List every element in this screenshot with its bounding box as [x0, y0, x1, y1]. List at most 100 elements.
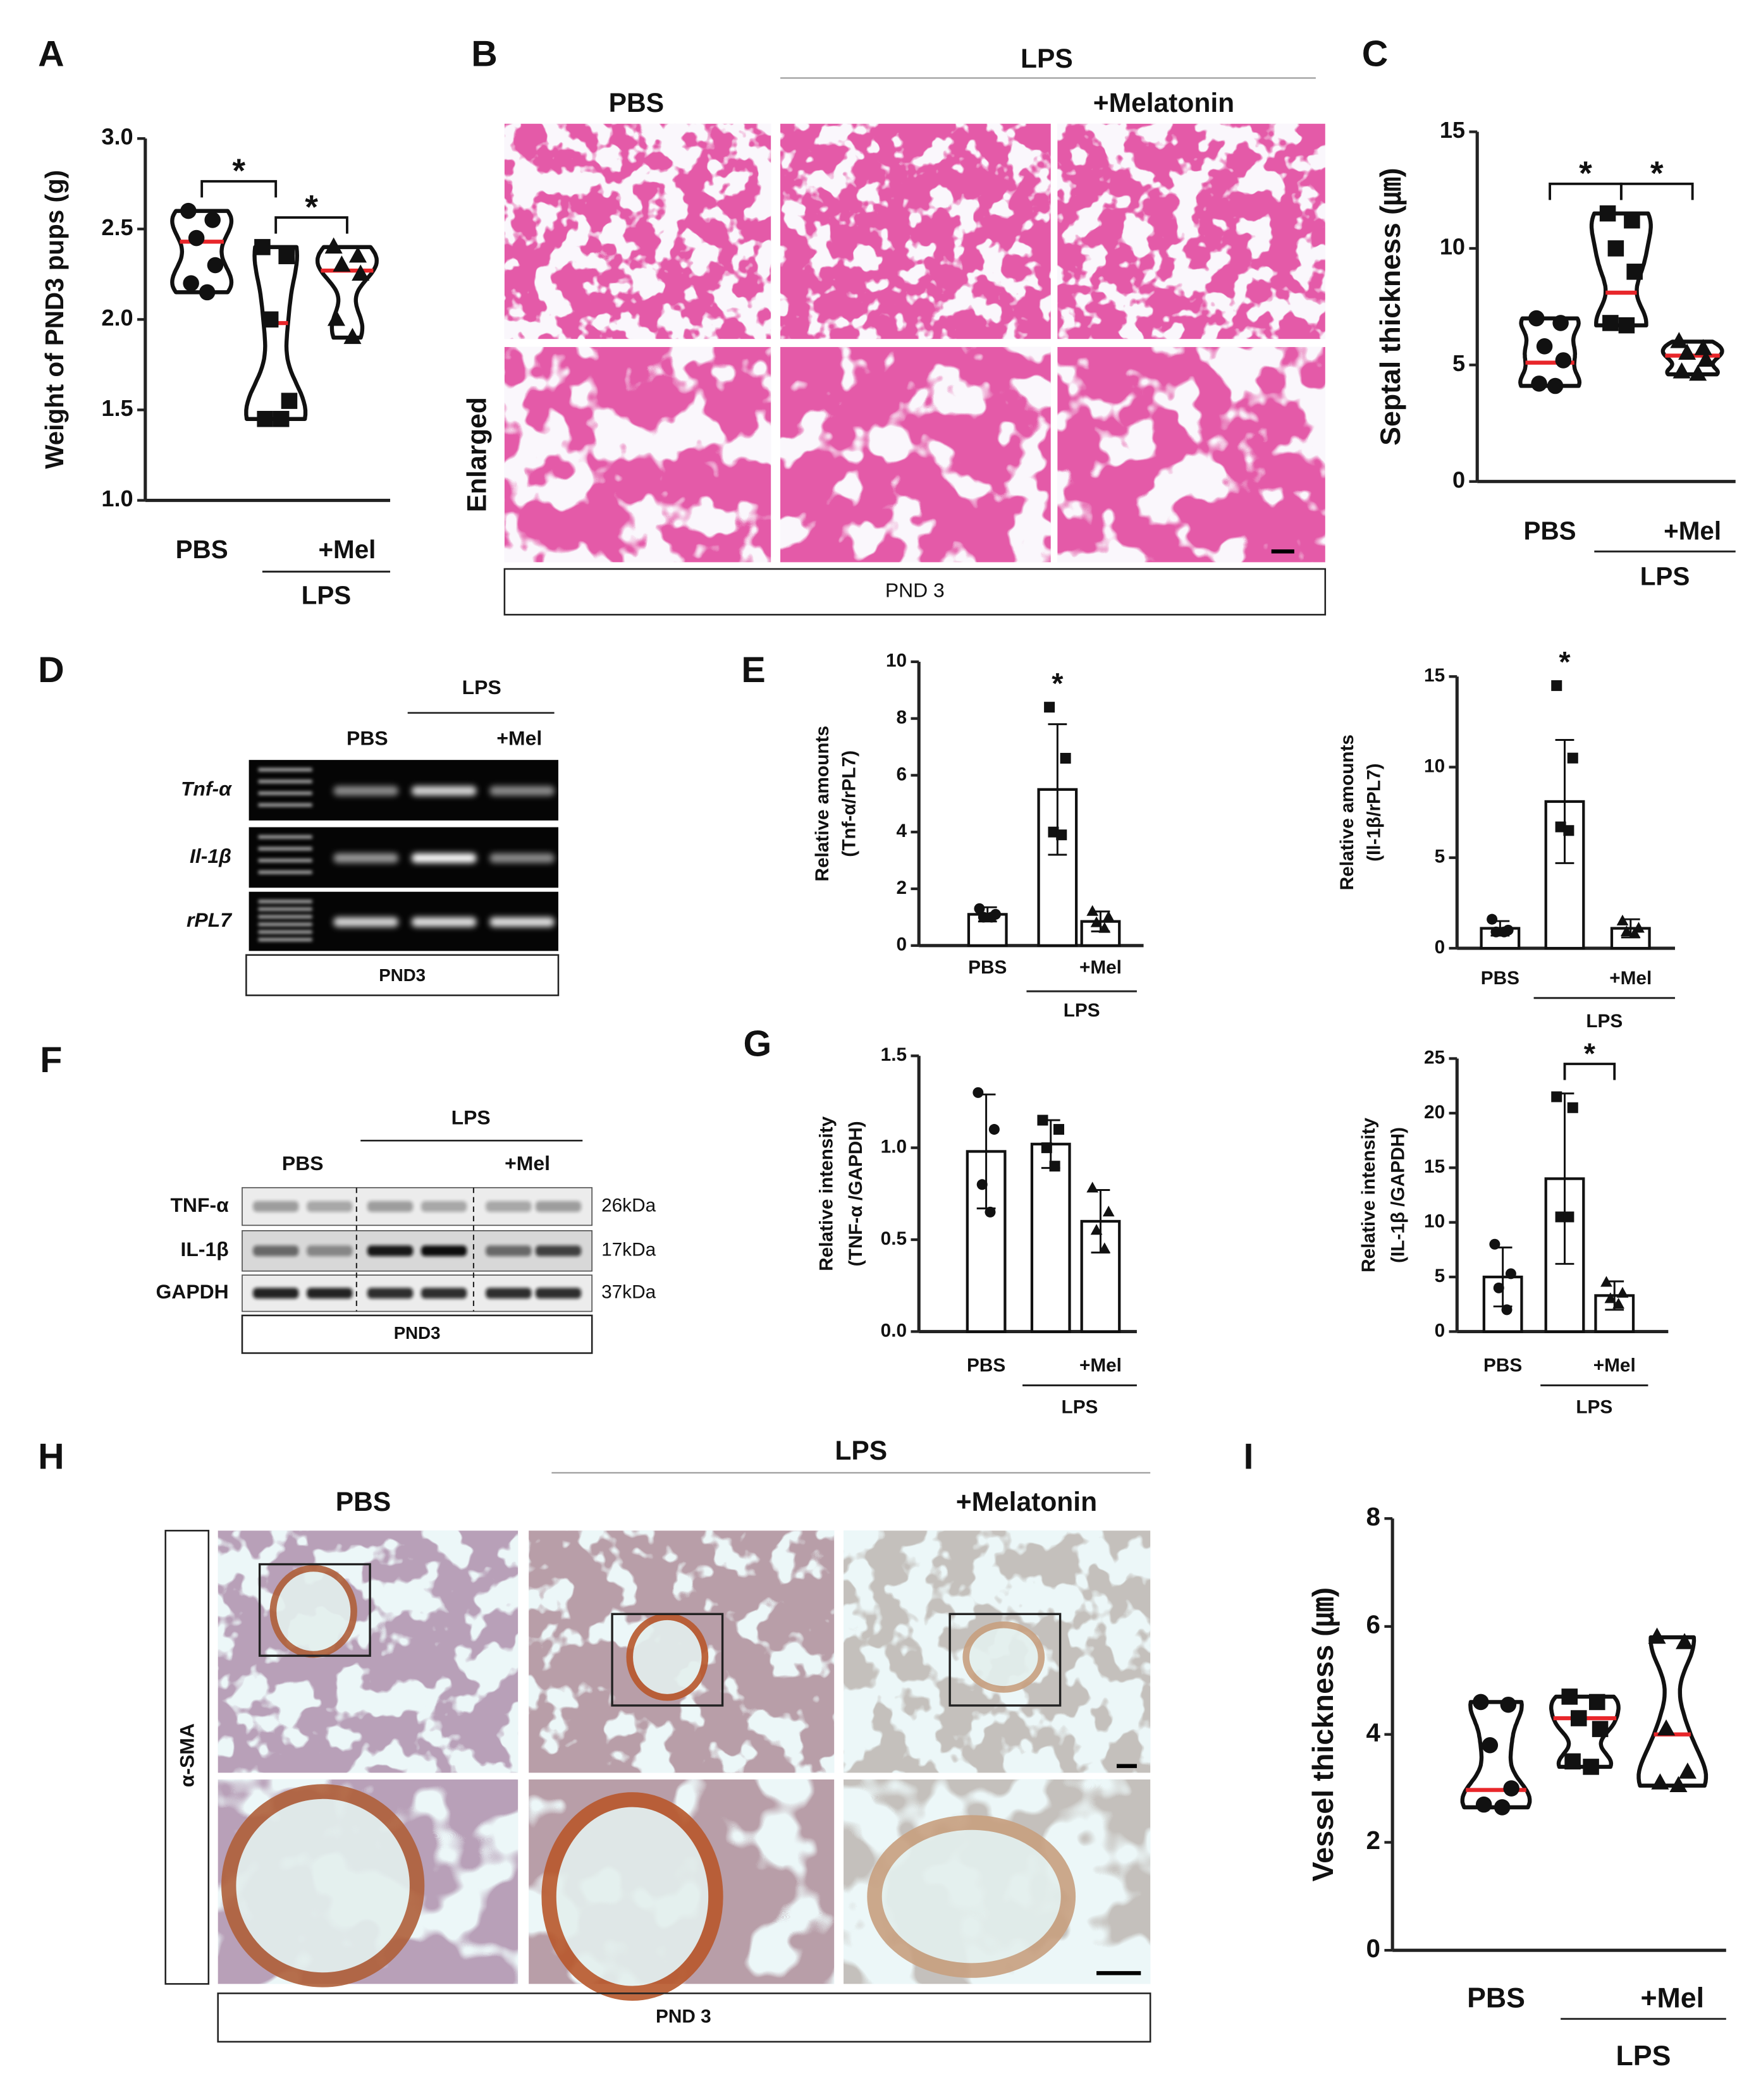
violin — [1636, 1635, 1709, 1788]
data-point — [1493, 1282, 1504, 1293]
gel-band — [489, 786, 555, 796]
blot-band — [367, 1245, 414, 1257]
data-point — [1102, 910, 1115, 922]
data-point — [1500, 1696, 1517, 1713]
data-point — [1657, 1719, 1676, 1736]
label: LPS — [462, 676, 501, 699]
data-point — [324, 237, 343, 254]
data-point — [1049, 1161, 1060, 1172]
y-tick-label: 2.0 — [101, 305, 133, 331]
x-tick-label: PBS — [176, 535, 228, 564]
x-tick-label: PBS — [1483, 1355, 1522, 1376]
label: LPS — [1021, 44, 1073, 74]
data-point — [1090, 916, 1103, 927]
y-tick-label: 6 — [897, 764, 907, 784]
data-point — [1563, 1211, 1574, 1223]
label: Enlarged — [462, 397, 493, 512]
label: LPS — [835, 1436, 887, 1466]
gel-band — [489, 917, 555, 927]
blot-band — [307, 1245, 353, 1257]
label: rPL7 — [187, 908, 232, 931]
panel-letter: B — [471, 34, 497, 75]
blot-band — [486, 1288, 532, 1299]
data-point — [1473, 1694, 1489, 1711]
blot-band — [535, 1201, 582, 1212]
data-point — [1501, 1304, 1513, 1316]
data-point — [974, 903, 985, 914]
ladder-band — [258, 779, 312, 783]
label: PND3 — [379, 965, 426, 985]
data-point — [1555, 352, 1572, 369]
y-axis-label: (IL-1β /GAPDH) — [1388, 1127, 1409, 1263]
ladder-band — [258, 922, 312, 926]
footer-box — [245, 954, 560, 996]
data-point — [1090, 1224, 1103, 1235]
y-tick-label: 25 — [1424, 1047, 1445, 1068]
blot — [242, 1187, 593, 1226]
y-tick-label: 1.0 — [101, 485, 133, 511]
significance-label: * — [232, 152, 245, 190]
data-point — [1669, 1776, 1688, 1792]
data-point — [257, 410, 273, 427]
data-point — [1600, 1276, 1612, 1287]
data-point — [1053, 1124, 1065, 1135]
data-point — [1628, 927, 1641, 938]
data-point — [199, 284, 216, 301]
data-point — [1648, 1627, 1666, 1644]
ladder-band — [258, 937, 312, 942]
label: α-SMA — [175, 1723, 198, 1787]
y-axis-label: Relative intensity — [1358, 1118, 1379, 1273]
data-point — [1624, 212, 1640, 229]
data-point — [1505, 1268, 1516, 1279]
y-tick-label: 15 — [1424, 1156, 1445, 1177]
data-point — [281, 393, 298, 409]
ladder-band — [258, 803, 312, 807]
data-point — [1599, 205, 1616, 222]
data-point — [1552, 315, 1569, 331]
y-tick-label: 0 — [1435, 1320, 1445, 1341]
data-point — [1676, 1633, 1694, 1649]
y-tick-label: 20 — [1424, 1102, 1445, 1123]
inset-box — [611, 1613, 724, 1707]
gel-band — [412, 786, 477, 796]
violin — [1549, 1694, 1621, 1769]
data-point — [1670, 332, 1688, 348]
data-point — [1536, 338, 1553, 355]
label: PND 3 — [885, 579, 945, 602]
x-tick-label: PBS — [1481, 968, 1519, 989]
panel-letter: E — [741, 650, 765, 690]
blot-band — [253, 1245, 299, 1257]
data-point — [1592, 1721, 1609, 1737]
data-point — [986, 912, 997, 923]
x-tick-label: PBS — [967, 1355, 1005, 1376]
data-point — [1086, 905, 1099, 916]
y-tick-label: 2 — [897, 877, 907, 898]
y-axis-label: (TNF-α /GAPDH) — [845, 1121, 866, 1266]
y-axis-label: Vessel thickness (㎛) — [1306, 1587, 1341, 1882]
data-point — [1618, 317, 1635, 334]
blot-band — [486, 1245, 532, 1257]
data-point — [1602, 315, 1619, 331]
label: Il-1β — [190, 845, 231, 867]
y-tick-label: 1.5 — [881, 1044, 907, 1065]
data-point — [1098, 922, 1111, 933]
label: LPS — [451, 1106, 491, 1129]
micrograph-texture — [1057, 123, 1325, 339]
data-point — [1651, 1773, 1669, 1790]
micrograph-texture — [780, 346, 1051, 563]
footer-box — [503, 568, 1327, 616]
significance-label: * — [305, 188, 318, 226]
data-point — [1551, 1091, 1562, 1102]
data-point — [1499, 926, 1510, 937]
blot-band — [367, 1288, 414, 1299]
y-axis-label: Relative amounts — [1337, 735, 1358, 890]
data-point — [1626, 264, 1643, 280]
data-point — [1044, 702, 1055, 713]
vessel — [626, 1613, 709, 1701]
data-point — [188, 229, 205, 247]
y-tick-label: 8 — [897, 707, 907, 728]
group-label: LPS — [1586, 1011, 1623, 1032]
label: +Melatonin — [956, 1487, 1097, 1517]
y-tick-label: 0 — [1452, 467, 1465, 492]
gel-band — [333, 786, 398, 796]
